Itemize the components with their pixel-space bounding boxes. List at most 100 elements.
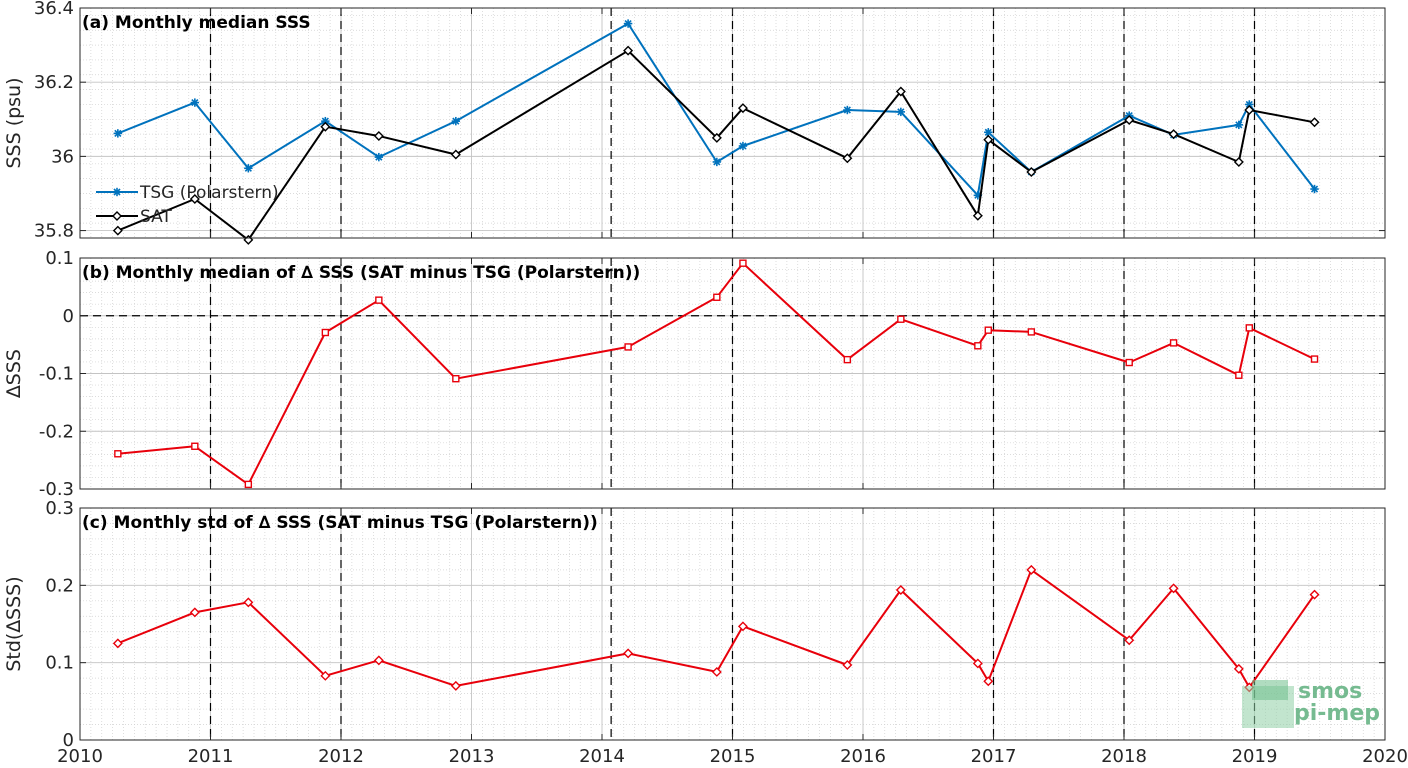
data-point [972, 658, 983, 669]
data-point [189, 194, 200, 205]
data-point [452, 374, 460, 383]
data-point [112, 638, 123, 649]
y-tick-label: 0 [63, 730, 74, 751]
data-point [1244, 105, 1255, 116]
data-point [984, 326, 992, 334]
legend-label: SAT [140, 207, 172, 227]
data-point [896, 107, 906, 117]
data-point [114, 450, 122, 458]
data-point [1234, 120, 1244, 130]
y-tick-label: -0.2 [39, 421, 74, 442]
x-tick-label: 2019 [1232, 746, 1278, 767]
y-tick-label: 0 [63, 306, 74, 327]
y-axis-label: Std(∆SSS) [3, 576, 25, 671]
data-point [375, 296, 383, 304]
data-point [112, 225, 123, 236]
data-point [842, 153, 853, 164]
data-point [113, 129, 123, 138]
data-point [739, 259, 747, 267]
data-point [1233, 156, 1244, 167]
data-point [244, 164, 253, 173]
x-tick-label: 2020 [1362, 746, 1408, 767]
y-tick-label: 36 [51, 146, 74, 167]
legend: TSG (Polarstern) SAT [96, 183, 279, 227]
data-point [1169, 339, 1178, 347]
legend-marker [112, 211, 122, 221]
data-point [373, 655, 384, 666]
tick-marks [79, 257, 1386, 490]
y-tick-label: -0.3 [39, 479, 74, 500]
data-point [623, 648, 634, 659]
logo-mark [1252, 680, 1288, 700]
y-tick-label: 35.8 [34, 221, 74, 242]
data-point [712, 157, 722, 167]
logo-text-line1: smos [1298, 679, 1362, 704]
data-point [320, 670, 331, 681]
panel-c: 0 0.1 0.2 0.3 Std(∆SSS) (c) Monthly std of ∆ … [3, 498, 1408, 767]
data-point [1026, 166, 1037, 177]
data-point [895, 86, 906, 97]
data-point [1124, 115, 1135, 126]
minor-grid [80, 257, 1385, 490]
data-point [623, 45, 634, 56]
y-tick-label: -0.1 [39, 364, 74, 385]
data-point [1235, 371, 1243, 379]
x-tick-label: 2013 [449, 746, 495, 767]
logo-text-line2: pi-mep [1294, 701, 1380, 726]
y-tick-label: 0.1 [45, 653, 74, 674]
y-tick-label: 36.4 [34, 0, 74, 19]
y-axis-label: SSS (psu) [3, 77, 25, 168]
tick-marks [79, 7, 1386, 238]
data-point [711, 666, 722, 677]
data-point [624, 343, 632, 351]
data-point [374, 152, 384, 162]
data-point [451, 116, 461, 126]
series-group [112, 564, 1320, 693]
y-tick-label: 0.3 [45, 498, 74, 519]
data-point [191, 442, 199, 450]
panel-a: 35.8 36 36.2 36.4 SSS (psu) (a) Monthly media… [3, 0, 1386, 245]
data-point [189, 607, 200, 618]
data-point [1168, 129, 1179, 140]
data-point [190, 98, 200, 107]
data-point [738, 141, 748, 151]
y-tick-label: 36.2 [34, 72, 74, 93]
data-point [713, 293, 721, 301]
data-point [1310, 355, 1319, 363]
data-point [1309, 117, 1320, 128]
series-group [114, 259, 1319, 489]
data-point [1310, 184, 1319, 194]
data-point [450, 149, 461, 160]
y-axis-label: ∆SSS [3, 349, 25, 399]
tick-marks [79, 507, 1386, 741]
x-tick-label: 2017 [971, 746, 1017, 767]
data-point [243, 597, 254, 608]
data-point [1233, 663, 1244, 674]
data-point [737, 103, 748, 114]
data-point [895, 584, 906, 595]
x-tick-label: 2012 [318, 746, 364, 767]
data-point [244, 480, 253, 489]
data-point [623, 19, 633, 28]
data-point [1027, 328, 1036, 336]
data-point [974, 342, 982, 350]
data-point [843, 105, 852, 115]
legend-marker [112, 187, 122, 197]
data-point [983, 134, 994, 145]
y-tick-label: 0.1 [45, 248, 74, 269]
panel-title: (c) Monthly std of ∆ SSS (SAT minus TSG … [82, 513, 598, 533]
x-tick-label: 2010 [57, 746, 103, 767]
data-point [450, 680, 461, 691]
data-point [711, 132, 722, 143]
panel-b: -0.3 -0.2 -0.1 0 0.1 ∆SSS (b) Monthly median o… [3, 248, 1386, 500]
data-point [843, 355, 852, 364]
legend-label: TSG (Polarstern) [139, 183, 279, 203]
data-point [1124, 635, 1135, 646]
data-point [1309, 589, 1320, 600]
data-point [321, 328, 330, 337]
data-point [1245, 324, 1253, 332]
data-point [842, 659, 853, 670]
x-tick-label: 2016 [840, 746, 886, 767]
data-point [1168, 583, 1179, 594]
